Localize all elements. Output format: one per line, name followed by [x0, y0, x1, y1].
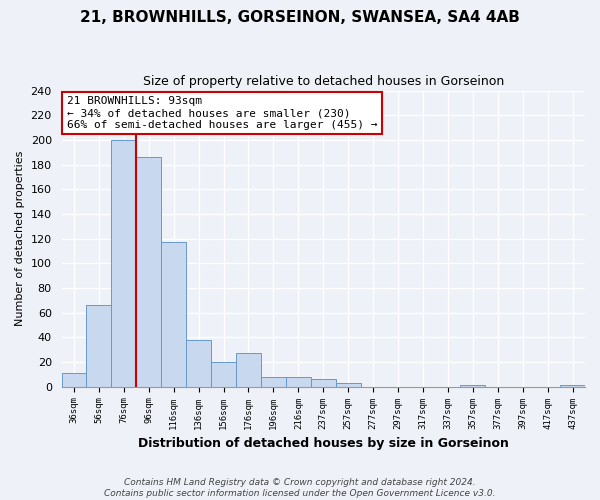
Bar: [62, 373, 86, 386]
Text: Contains HM Land Registry data © Crown copyright and database right 2024.
Contai: Contains HM Land Registry data © Crown c…: [104, 478, 496, 498]
Bar: [112, 140, 136, 386]
Text: 21 BROWNHILLS: 93sqm
← 34% of detached houses are smaller (230)
66% of semi-deta: 21 BROWNHILLS: 93sqm ← 34% of detached h…: [67, 96, 377, 130]
Y-axis label: Number of detached properties: Number of detached properties: [15, 151, 25, 326]
Bar: [336, 383, 361, 386]
Bar: [136, 157, 161, 386]
X-axis label: Distribution of detached houses by size in Gorseinon: Distribution of detached houses by size …: [138, 437, 509, 450]
Bar: [186, 340, 211, 386]
Bar: [236, 354, 261, 386]
Bar: [161, 242, 186, 386]
Text: 21, BROWNHILLS, GORSEINON, SWANSEA, SA4 4AB: 21, BROWNHILLS, GORSEINON, SWANSEA, SA4 …: [80, 10, 520, 25]
Title: Size of property relative to detached houses in Gorseinon: Size of property relative to detached ho…: [143, 75, 504, 88]
Bar: [211, 362, 236, 386]
Bar: [311, 380, 336, 386]
Bar: [86, 306, 112, 386]
Bar: [261, 377, 286, 386]
Bar: [286, 377, 311, 386]
